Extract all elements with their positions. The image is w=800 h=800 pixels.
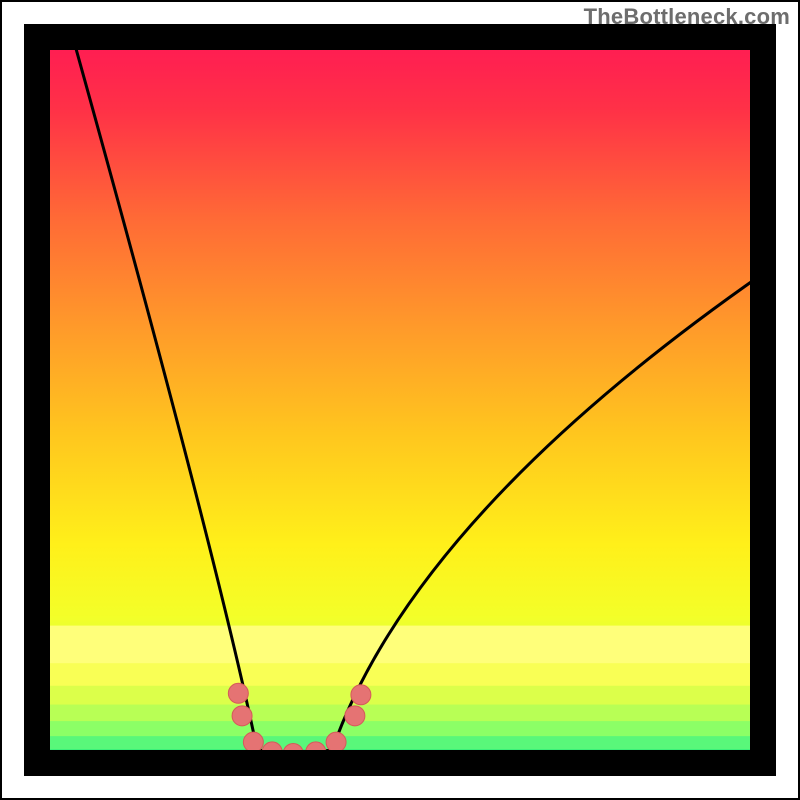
color-band	[24, 705, 776, 723]
color-band	[24, 686, 776, 706]
color-band	[24, 721, 776, 737]
chart-stage: TheBottleneck.com	[0, 0, 800, 800]
watermark-text: TheBottleneck.com	[584, 4, 790, 30]
valley-marker	[351, 685, 371, 705]
valley-marker	[345, 706, 365, 726]
color-band	[24, 663, 776, 687]
valley-marker	[232, 706, 252, 726]
valley-marker	[326, 732, 346, 752]
valley-marker	[243, 732, 263, 752]
valley-marker	[228, 683, 248, 703]
color-band	[24, 626, 776, 665]
chart-svg	[0, 0, 800, 800]
color-band	[24, 736, 776, 751]
